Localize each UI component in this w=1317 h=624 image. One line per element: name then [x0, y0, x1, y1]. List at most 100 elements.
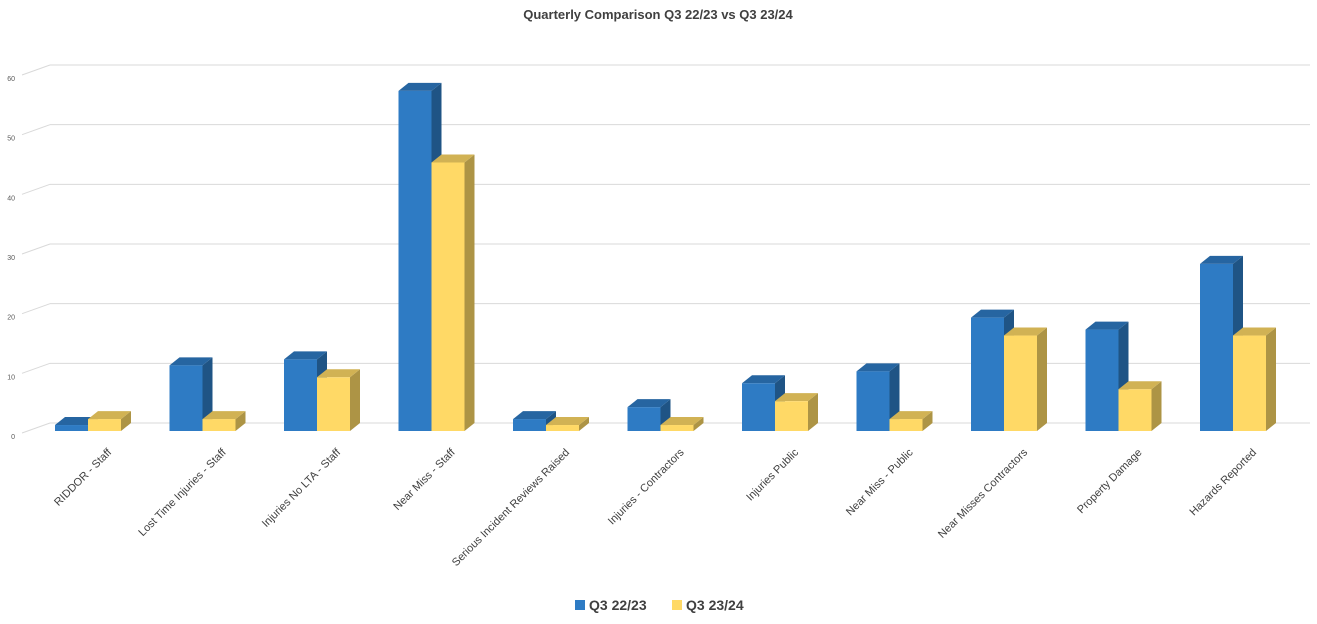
bar — [202, 411, 246, 431]
bar-top — [627, 399, 671, 408]
x-tick-label: Near Misses Contractors — [936, 446, 1030, 540]
gridline-side — [21, 243, 51, 255]
bar-top — [202, 411, 246, 420]
bar-top — [1200, 255, 1243, 264]
legend-label: Q3 22/23 — [589, 597, 647, 613]
bar-side — [464, 154, 475, 431]
x-tick-label: Injuries No LTA - Staff — [260, 446, 344, 530]
bar-front — [660, 425, 694, 431]
bar-front — [88, 419, 121, 431]
legend: Q3 22/23 Q3 23/24 — [575, 597, 744, 613]
legend-swatch — [575, 600, 585, 610]
gridline-side — [21, 64, 51, 76]
bar — [775, 393, 818, 431]
y-tick-label: 60 — [7, 76, 15, 83]
bar — [1004, 327, 1047, 431]
bar-front — [317, 377, 350, 431]
x-tick-label: Property Damage — [1075, 447, 1144, 516]
bar-side — [693, 417, 704, 431]
bar — [889, 411, 933, 431]
bar-side — [1037, 327, 1047, 431]
bar-top — [889, 411, 933, 420]
bar-top — [660, 417, 704, 426]
x-tick-label: Injuries - Contractors — [606, 446, 687, 527]
bar-top — [513, 411, 556, 420]
x-axis-ticks: RIDDOR - Staff Lost Time Injuries - Staff… — [52, 446, 1259, 569]
bar-side — [922, 411, 933, 431]
x-tick-label: Lost Time Injuries - Staff — [136, 446, 229, 539]
y-tick-label: 0 — [11, 434, 15, 441]
bar-top — [1085, 321, 1129, 330]
bar-front — [889, 419, 923, 431]
bar-front — [742, 383, 775, 431]
bar-front — [202, 419, 236, 431]
legend-item: Q3 22/23 — [575, 597, 647, 613]
bar-front — [513, 419, 546, 431]
bar-front — [1200, 263, 1233, 431]
bar — [88, 411, 131, 431]
bar — [1118, 381, 1162, 431]
bar — [431, 154, 475, 431]
bar — [169, 357, 213, 431]
bar-front — [431, 162, 465, 431]
y-tick-label: 20 — [7, 315, 15, 322]
legend-label: Q3 23/24 — [686, 597, 744, 613]
bar-front — [1233, 335, 1266, 431]
gridline-side — [21, 183, 51, 195]
bar-top — [431, 154, 475, 163]
gridline-side — [21, 362, 51, 374]
bars — [55, 82, 1276, 432]
x-tick-label: Injuries Public — [744, 446, 801, 503]
x-tick-label: Near Miss - Staff — [391, 446, 458, 513]
bar-front — [627, 407, 661, 431]
x-tick-label: Near Miss - Public — [844, 446, 916, 518]
bar-side — [1151, 381, 1162, 431]
gridline-side — [21, 303, 51, 315]
bar-front — [284, 359, 317, 431]
bar-front — [775, 401, 808, 431]
bar — [1233, 327, 1276, 431]
y-tick-label: 10 — [7, 374, 15, 381]
x-tick-label: Hazards Reported — [1188, 447, 1260, 519]
bar — [660, 417, 704, 431]
bar-front — [1118, 389, 1152, 431]
bar-front — [1004, 335, 1037, 431]
bar-side — [808, 393, 818, 431]
bar-front — [971, 317, 1004, 431]
bar-side — [579, 417, 589, 431]
bar-top — [1118, 381, 1162, 390]
y-tick-label: 30 — [7, 255, 15, 262]
bar-top — [317, 369, 360, 378]
bar-top — [88, 411, 131, 420]
bar-top — [398, 82, 442, 91]
bar-top — [546, 417, 589, 426]
bar-side — [202, 357, 213, 431]
bar-front — [398, 90, 432, 432]
bar-top — [55, 417, 98, 426]
bar-side — [121, 411, 131, 431]
bar-front — [1085, 329, 1119, 431]
bar-side — [235, 411, 246, 431]
bar-top — [971, 309, 1014, 318]
x-tick-label: Serious Incident Reviews Raised — [450, 447, 572, 569]
bar-top — [1004, 327, 1047, 336]
bar-front — [169, 365, 203, 431]
bar-front — [546, 425, 579, 431]
bar — [546, 417, 589, 431]
bar — [317, 369, 360, 431]
bar-side — [350, 369, 360, 431]
bar-front — [55, 425, 88, 431]
y-tick-label: 40 — [7, 195, 15, 202]
gridline-side — [21, 422, 51, 434]
bar-front — [856, 371, 890, 431]
bar-top — [169, 357, 213, 366]
bar-top — [775, 393, 818, 402]
chart-title: Quarterly Comparison Q3 22/23 vs Q3 23/2… — [523, 7, 793, 22]
y-axis-ticks: 0 10 20 30 40 50 60 — [7, 76, 15, 441]
legend-item: Q3 23/24 — [672, 597, 744, 613]
legend-swatch — [672, 600, 682, 610]
bar — [856, 363, 900, 431]
bar-top — [1233, 327, 1276, 336]
